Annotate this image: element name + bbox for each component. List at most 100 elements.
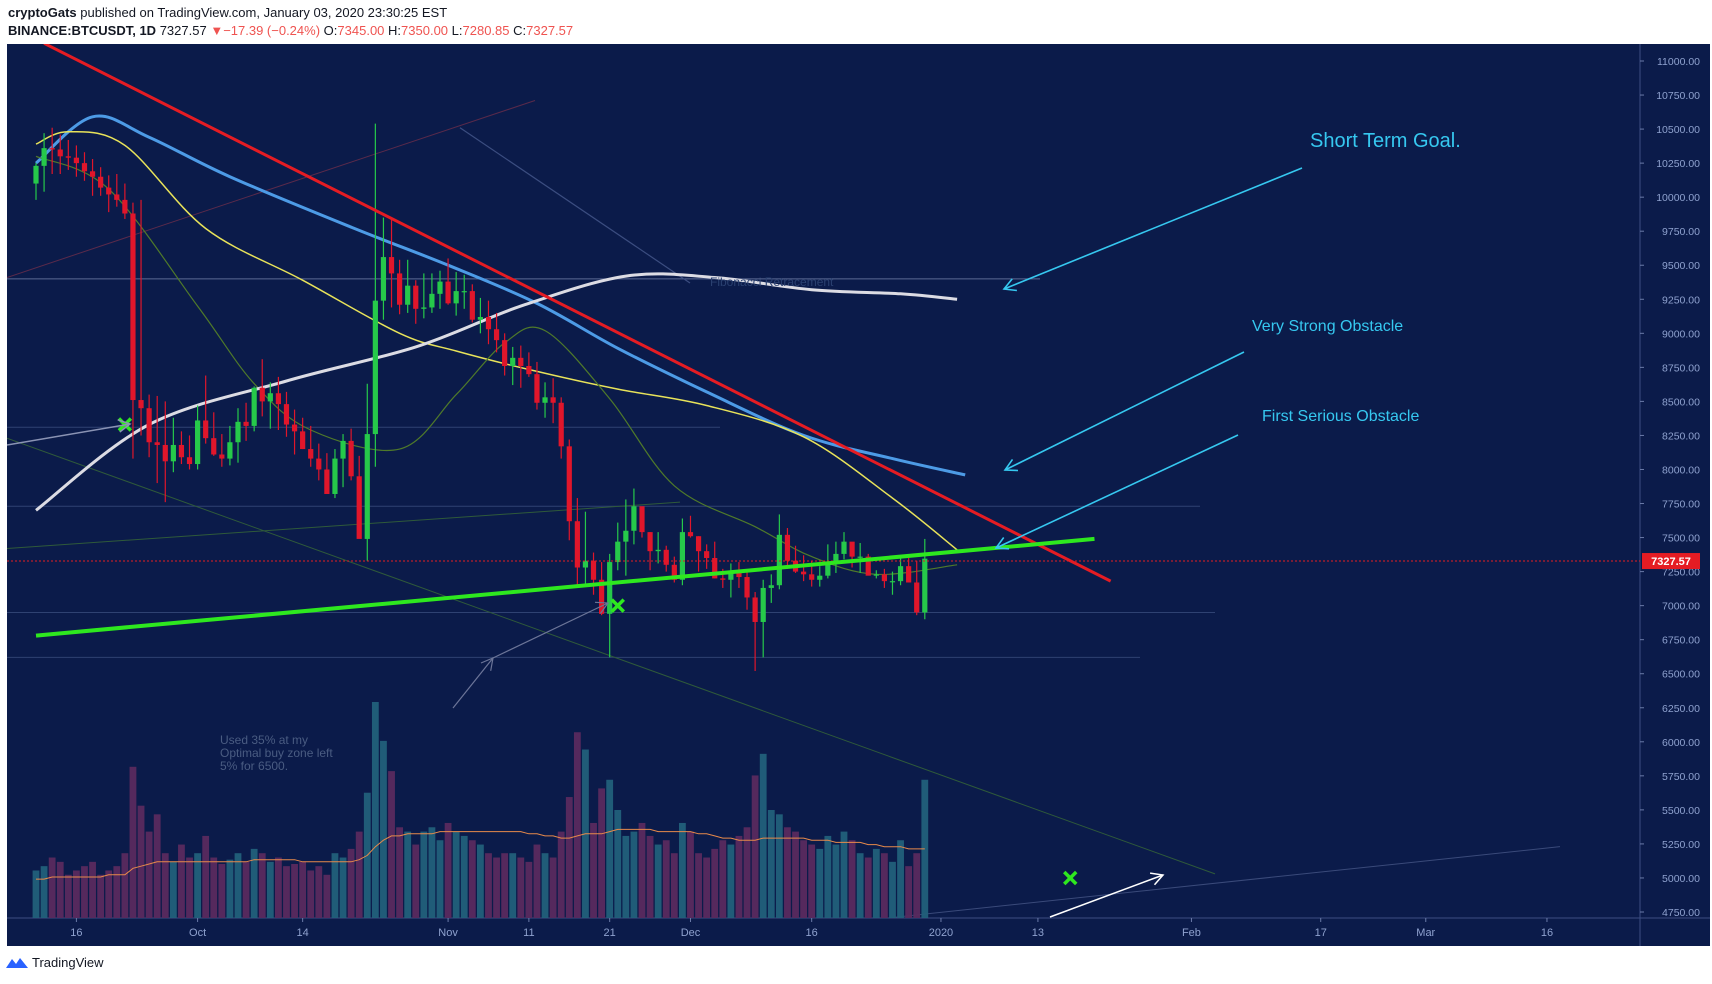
- candle-down: [388, 257, 395, 274]
- candle-up: [897, 566, 904, 582]
- candle-up: [227, 442, 233, 459]
- first-serious-obstacle-label: First Serious Obstacle: [1262, 408, 1419, 425]
- candle-down: [599, 579, 605, 614]
- candle-up: [631, 506, 637, 531]
- candle-down: [114, 194, 120, 200]
- change-value: −17.39 (−0.24%): [223, 23, 321, 38]
- volume-bar: [541, 853, 549, 918]
- candle-down: [558, 402, 564, 447]
- candle-down: [308, 449, 314, 459]
- volume-bar: [48, 857, 56, 918]
- first-serious-obstacle-arrow-shaft: [995, 434, 1239, 549]
- candle-up: [679, 532, 685, 580]
- blue-moving-average: [35, 114, 966, 477]
- volume-bar: [275, 857, 282, 918]
- candle-down: [663, 549, 669, 565]
- time-tick-label: Feb: [1182, 927, 1201, 939]
- candle-up: [170, 444, 176, 462]
- volume-bar: [121, 853, 129, 918]
- fib-retracement-label: Fibonacci Retracement: [710, 275, 834, 289]
- candle-down: [356, 476, 362, 539]
- volume-bar: [113, 866, 121, 918]
- fib-retracement-line: [459, 127, 691, 284]
- volume-bar: [517, 857, 525, 918]
- symbol-label: BINANCE:BTCUSDT, 1D: [8, 23, 157, 38]
- author-name[interactable]: cryptoGats: [8, 5, 77, 20]
- volume-bar: [719, 840, 727, 918]
- candle-up: [655, 549, 661, 552]
- target-arrow-shaft: [1049, 874, 1164, 918]
- buy-zone-arrow-shaft: [7, 423, 131, 446]
- time-tick-label: Mar: [1416, 927, 1435, 939]
- candle-up: [372, 300, 378, 435]
- candle-down: [283, 404, 290, 425]
- buy-marker-stroke: [610, 598, 625, 613]
- volume-bar: [808, 844, 816, 918]
- volume-bar: [638, 822, 646, 918]
- volume-bar: [226, 859, 234, 918]
- candle-up: [922, 558, 928, 613]
- volume-bar: [921, 779, 929, 918]
- price-tick-label: 7000.00: [1662, 601, 1700, 613]
- volume-bar: [775, 814, 783, 918]
- candle-down: [801, 571, 807, 575]
- candle-up: [332, 458, 338, 494]
- candle-down: [65, 156, 71, 158]
- candle-up: [607, 562, 613, 614]
- candle-up: [33, 165, 39, 184]
- volume-bar: [137, 805, 145, 918]
- buy-marker-icon: [610, 598, 625, 613]
- candle-up: [873, 574, 879, 576]
- volume-bar: [816, 848, 824, 918]
- volume-bar: [565, 797, 573, 918]
- candle-down: [809, 574, 815, 580]
- candle-down: [243, 421, 249, 426]
- tradingview-brand[interactable]: TradingView: [32, 955, 104, 970]
- candle-up: [461, 291, 467, 293]
- price-tick-label: 7500.00: [1662, 533, 1700, 545]
- price-tick-label: 10000.00: [1656, 192, 1700, 204]
- white-moving-average: [35, 272, 958, 512]
- volume-bar: [905, 866, 913, 918]
- volume-bar: [687, 831, 694, 918]
- volume-bar: [315, 866, 323, 918]
- candle-up: [776, 534, 782, 586]
- volume-bar: [800, 840, 807, 918]
- short-term-goal-label: Short Term Goal.: [1310, 130, 1461, 152]
- volume-bar: [654, 844, 662, 918]
- candle-down: [914, 582, 920, 613]
- buy-note-line-3: 5% for 6500.: [220, 759, 288, 773]
- candle-down: [138, 400, 144, 409]
- price-tick-label: 5500.00: [1662, 805, 1700, 817]
- price-tick-label: 11000.00: [1657, 56, 1700, 68]
- buy-note-line-1: Used 35% at my: [220, 733, 308, 747]
- volume-bar: [242, 861, 250, 918]
- volume-bar: [339, 857, 347, 918]
- time-tick-label: 14: [297, 927, 309, 939]
- volume-bar: [824, 835, 832, 918]
- price-tick-label: 5750.00: [1662, 771, 1700, 783]
- candle-down: [485, 316, 492, 330]
- price-tick-label: 9250.00: [1662, 294, 1700, 306]
- published-text: published on TradingView.com, January 03…: [80, 5, 448, 20]
- volume-bar: [153, 814, 161, 918]
- price-tick-label: 9500.00: [1662, 260, 1700, 272]
- candle-up: [582, 560, 589, 568]
- candle-down: [130, 213, 136, 401]
- volume-bar: [856, 853, 864, 918]
- candle-down: [720, 578, 726, 580]
- candle-down: [526, 365, 532, 375]
- candle-up: [453, 291, 459, 304]
- volume-bar: [533, 844, 541, 918]
- high-label: H:: [388, 23, 402, 38]
- volume-bar: [889, 861, 896, 918]
- volume-bar: [557, 831, 565, 918]
- volume-bar: [485, 853, 492, 918]
- candle-down: [784, 534, 791, 561]
- candle-up: [251, 387, 257, 426]
- volume-bar: [388, 771, 395, 918]
- yellow-moving-average: [35, 130, 958, 551]
- volume-bar: [501, 853, 509, 918]
